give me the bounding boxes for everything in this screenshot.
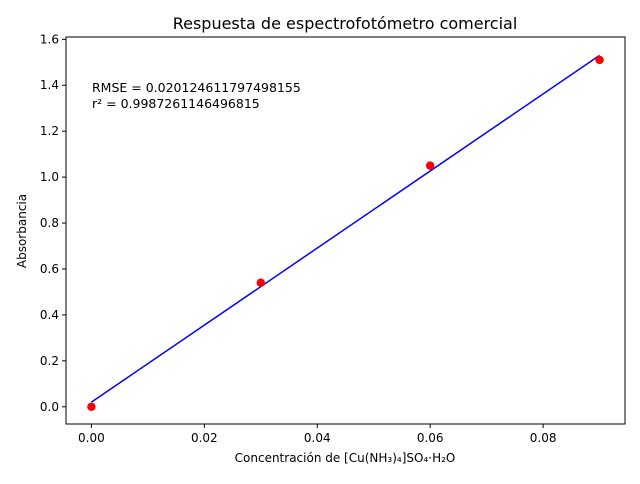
x-axis: 0.00 0.02 0.04 0.06 0.08 — [78, 424, 556, 445]
x-tick-label: 0.02 — [191, 431, 218, 445]
y-tick-label: 0.8 — [40, 216, 59, 230]
annotation-r2: r² = 0.9987261146496815 — [92, 96, 260, 111]
y-axis: 0.0 0.2 0.4 0.6 0.8 1.0 1.2 1.4 1.6 — [40, 32, 66, 414]
fit-line — [90, 54, 601, 403]
y-tick-label: 1.2 — [40, 124, 59, 138]
data-point — [595, 55, 604, 65]
annotation-rmse: RMSE = 0.020124611797498155 — [92, 80, 301, 95]
y-tick-label: 1.0 — [40, 170, 59, 184]
y-tick-label: 0.4 — [40, 308, 59, 322]
x-tick-label: 0.08 — [530, 431, 557, 445]
y-axis-label: Absorbancia — [15, 194, 29, 268]
data-point — [425, 161, 435, 170]
y-tick-label: 0.2 — [40, 354, 59, 368]
data-point — [256, 278, 266, 287]
chart-title: Respuesta de espectrofotómetro comercial — [173, 14, 518, 33]
x-tick-label: 0.06 — [417, 431, 444, 445]
data-point — [87, 402, 96, 411]
x-tick-label: 0.04 — [304, 431, 331, 445]
y-tick-label: 1.6 — [40, 32, 59, 46]
x-tick-label: 0.00 — [78, 431, 105, 445]
y-tick-label: 0.6 — [40, 262, 59, 276]
plot-area — [87, 54, 604, 411]
x-axis-label: Concentración de [Cu(NH₃)₄]SO₄·H₂O — [235, 451, 456, 465]
y-tick-label: 1.4 — [40, 78, 59, 92]
y-tick-label: 0.0 — [40, 400, 59, 414]
axes-frame — [65, 36, 626, 425]
